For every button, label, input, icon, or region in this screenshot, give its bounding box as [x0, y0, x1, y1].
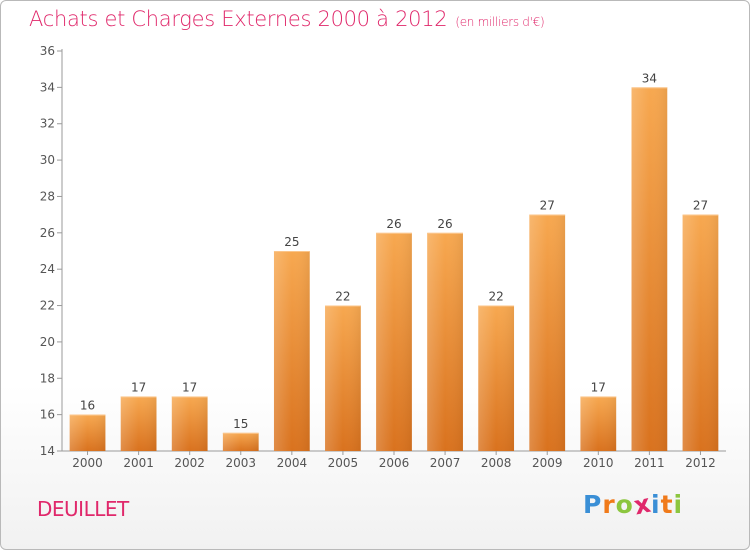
x-tick-label: 2011 — [634, 456, 665, 470]
logo-letter: t — [660, 490, 674, 519]
y-tick-label: 30 — [40, 153, 55, 167]
y-tick-label: 18 — [40, 371, 55, 385]
data-label: 17 — [131, 380, 146, 394]
x-tick-label: 2007 — [430, 456, 461, 470]
x-tick-label: 2002 — [174, 456, 205, 470]
x-tick-label: 2004 — [277, 456, 308, 470]
y-tick-label: 22 — [40, 299, 55, 313]
y-tick-label: 26 — [40, 226, 55, 240]
data-label: 17 — [182, 380, 197, 394]
y-tick-label: 32 — [40, 117, 55, 131]
logo-letter: i — [651, 490, 661, 519]
y-tick-label: 24 — [40, 262, 55, 276]
bar-highlight — [171, 396, 208, 451]
x-tick-label: 2000 — [72, 456, 103, 470]
x-tick-label: 2010 — [583, 456, 614, 470]
bar-highlight — [529, 214, 566, 451]
data-label: 27 — [540, 199, 555, 213]
x-tick-label: 2008 — [481, 456, 512, 470]
chart-subtitle: (en milliers d'€) — [455, 15, 545, 29]
x-tick-label: 2012 — [685, 456, 716, 470]
bar-highlight — [376, 232, 412, 451]
data-label: 16 — [80, 399, 95, 413]
y-tick-label: 16 — [40, 408, 55, 422]
data-label: 27 — [693, 199, 708, 213]
x-tick-label: 2001 — [123, 456, 154, 470]
data-label: 26 — [437, 217, 452, 231]
data-label: 17 — [591, 380, 606, 394]
data-label: 22 — [335, 290, 350, 304]
data-label: 25 — [284, 235, 299, 249]
x-tick-label: 2009 — [532, 456, 563, 470]
x-tick-label: 2006 — [379, 456, 410, 470]
y-tick-label: 14 — [40, 444, 55, 458]
data-label: 22 — [489, 290, 504, 304]
value-labels: 16 17 17 15 25 22 26 26 22 27 17 34 27 — [80, 71, 708, 430]
proxiti-logo: Proxiti — [583, 489, 684, 521]
logo-letter: i — [673, 490, 684, 519]
logo-letter: P — [583, 490, 603, 519]
bar-highlight — [325, 305, 361, 451]
bar-highlight — [580, 396, 617, 451]
x-tick-label: 2005 — [328, 456, 359, 470]
commune-name: DEUILLET — [37, 497, 129, 521]
bar-highlight — [427, 232, 463, 451]
y-tick-label: 36 — [40, 44, 55, 58]
y-tick-label: 34 — [40, 80, 55, 94]
logo-letter: o — [615, 490, 634, 519]
y-tick-label: 20 — [40, 335, 55, 349]
bar-highlight — [631, 87, 668, 451]
data-label: 34 — [642, 71, 657, 85]
bar-highlight — [682, 214, 719, 451]
data-label: 26 — [386, 217, 401, 231]
bar-highlight — [222, 432, 259, 451]
bar-highlight — [273, 251, 310, 451]
y-tick-label: 28 — [40, 189, 55, 203]
logo-letter: r — [602, 490, 616, 519]
bar-highlight — [69, 414, 106, 451]
data-label: 15 — [233, 417, 248, 431]
bar-highlight — [120, 396, 157, 451]
x-tick-label: 2003 — [225, 456, 256, 470]
chart-title: Achats et Charges Externes 2000 à 2012 (e… — [29, 7, 545, 31]
bars — [69, 87, 719, 451]
chart-title-text: Achats et Charges Externes 2000 à 2012 — [29, 7, 448, 31]
bar-highlight — [478, 305, 515, 451]
